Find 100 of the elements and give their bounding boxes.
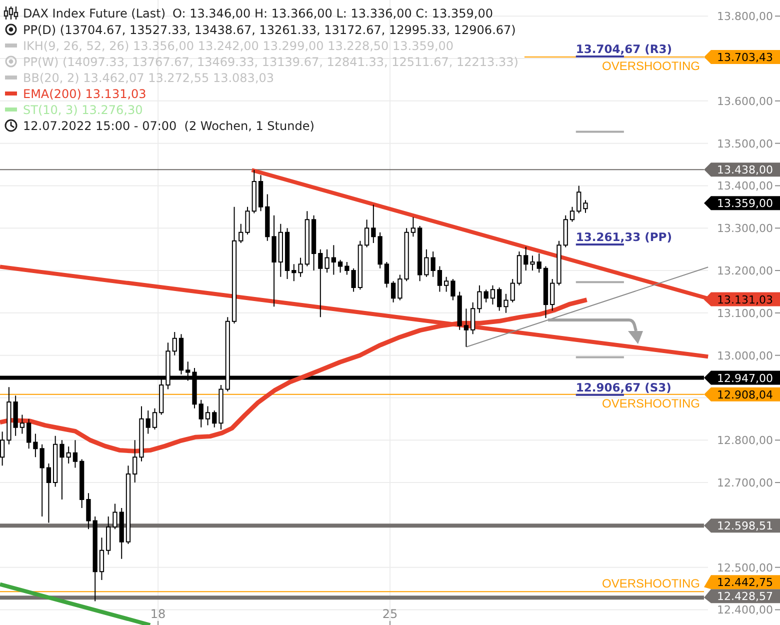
annotation: 12.598,51 <box>717 520 773 533</box>
candlestick <box>457 291 462 330</box>
candlestick <box>536 253 542 274</box>
candlestick <box>430 250 436 278</box>
candlestick <box>53 435 58 488</box>
annotation: 13.703,43 <box>717 51 773 64</box>
candlestick <box>477 284 482 314</box>
candlestick <box>172 332 177 356</box>
y-tick-label: 13.100,00 <box>717 306 773 320</box>
candlestick <box>318 248 323 318</box>
candlestick <box>484 289 488 303</box>
candlestick <box>464 308 469 348</box>
candlestick <box>92 516 98 602</box>
candlestick <box>576 185 582 214</box>
candlestick <box>497 286 502 312</box>
candlestick <box>490 284 496 305</box>
x-tick-label: 25 <box>382 607 398 621</box>
candlestick <box>530 255 535 272</box>
candlestick <box>470 302 476 335</box>
candlestick <box>46 462 52 524</box>
annotation: 12.908,04 <box>717 388 773 402</box>
candlestick <box>40 444 44 517</box>
candlestick <box>272 214 276 308</box>
candlestick <box>132 440 138 484</box>
candlestick <box>324 248 330 274</box>
candlestick <box>205 406 210 426</box>
candlestick <box>444 276 449 292</box>
candlestick <box>106 516 111 556</box>
candlestick <box>26 418 32 450</box>
candlestick <box>550 278 555 312</box>
y-tick-label: 12.700,00 <box>717 476 773 490</box>
y-tick-label: 13.800,00 <box>717 10 773 24</box>
annotation: BB(20, 2) 13.462,07 13.272,55 13.083,03 <box>23 70 274 85</box>
candlestick <box>278 223 283 278</box>
annotation: 13.131,03 <box>717 293 773 306</box>
candlestick <box>331 244 336 276</box>
legend-label: EMA(200) 13.131,03 <box>23 86 146 101</box>
candlestick <box>232 206 237 324</box>
y-tick-label: 12.500,00 <box>717 561 773 574</box>
candlestick <box>198 399 204 428</box>
candlestick <box>516 250 522 286</box>
candlestick <box>139 406 144 462</box>
candlestick <box>66 446 71 464</box>
data-label: 12.906,67 (S3) <box>576 380 672 394</box>
y-tick-label: 12.800,00 <box>717 434 773 448</box>
candlestick <box>450 278 456 301</box>
candlestick <box>570 206 575 222</box>
candlestick <box>258 174 264 212</box>
y-tick-label: 13.000,00 <box>717 349 773 362</box>
candlestick <box>292 264 296 282</box>
candlestick <box>390 280 396 303</box>
annotation: 12.428,57 <box>717 590 773 604</box>
candlestick <box>238 223 244 244</box>
candlestick <box>437 266 442 292</box>
candlestick <box>60 440 64 500</box>
annotation: PP(D) (13704.67, 13527.33, 13438.67, 13261.33, 13172.67, 12995.33, 12906.67) <box>23 22 516 37</box>
candlestick <box>298 257 303 278</box>
candlestick <box>504 293 508 314</box>
candlestick <box>510 278 515 303</box>
candlestick <box>86 492 91 530</box>
candlestick <box>418 226 422 282</box>
candlestick <box>212 410 217 428</box>
candlestick <box>13 395 18 436</box>
candlestick <box>112 503 118 530</box>
annotation: IKH(9, 26, 52, 26) 13.356,00 13.242,00 13.299,00 13.228,50 13.359,00 <box>23 38 454 53</box>
candlestick <box>311 214 316 272</box>
y-tick-label: 13.200,00 <box>717 264 773 278</box>
annotation: 12.442,75 <box>717 576 773 590</box>
y-tick-label: 13.600,00 <box>717 94 773 108</box>
annotation: OVERSHOOTING <box>602 576 700 591</box>
y-tick-label: 13.400,00 <box>717 180 773 193</box>
candlestick <box>152 408 158 430</box>
data-label: 13.704,67 (R3) <box>576 42 672 56</box>
candlestick <box>146 410 150 434</box>
y-tick-label: 12.400,00 <box>717 604 773 617</box>
text: DAX Index Future (Last) <box>23 6 166 20</box>
annotation: 13.438,00 <box>717 164 773 177</box>
candlestick <box>6 386 12 445</box>
candlestick <box>119 507 124 560</box>
candlestick <box>245 206 250 235</box>
candlestick <box>20 414 25 434</box>
candlestick <box>364 219 370 248</box>
candlestick <box>304 210 310 267</box>
annotation: 12.947,00 <box>717 372 773 385</box>
x-tick-label: 18 <box>150 607 166 621</box>
annotation: OVERSHOOTING <box>602 59 700 74</box>
y-tick-label: 13.300,00 <box>717 222 773 236</box>
annotation: ST(10, 3) 13.276,30 <box>23 102 143 117</box>
candlestick <box>344 262 350 276</box>
text: O: 13.346,00 H: 13.366,00 L: 13.336,00 C: 13.359,00 <box>172 6 493 20</box>
candlestick <box>583 200 588 214</box>
candlestick <box>218 384 224 430</box>
annotation: PP(W) (14097.33, 13767.67, 13469.33, 13139.67, 12841.33, 12511.67, 12213.33) <box>23 54 518 69</box>
candlestick <box>265 194 270 242</box>
candlestick <box>410 216 416 238</box>
annotation: OVERSHOOTING <box>602 396 700 410</box>
candlestick <box>563 214 568 248</box>
candlestick <box>524 246 528 272</box>
candlestick <box>72 440 78 468</box>
annotation: 13.359,00 <box>717 197 773 210</box>
